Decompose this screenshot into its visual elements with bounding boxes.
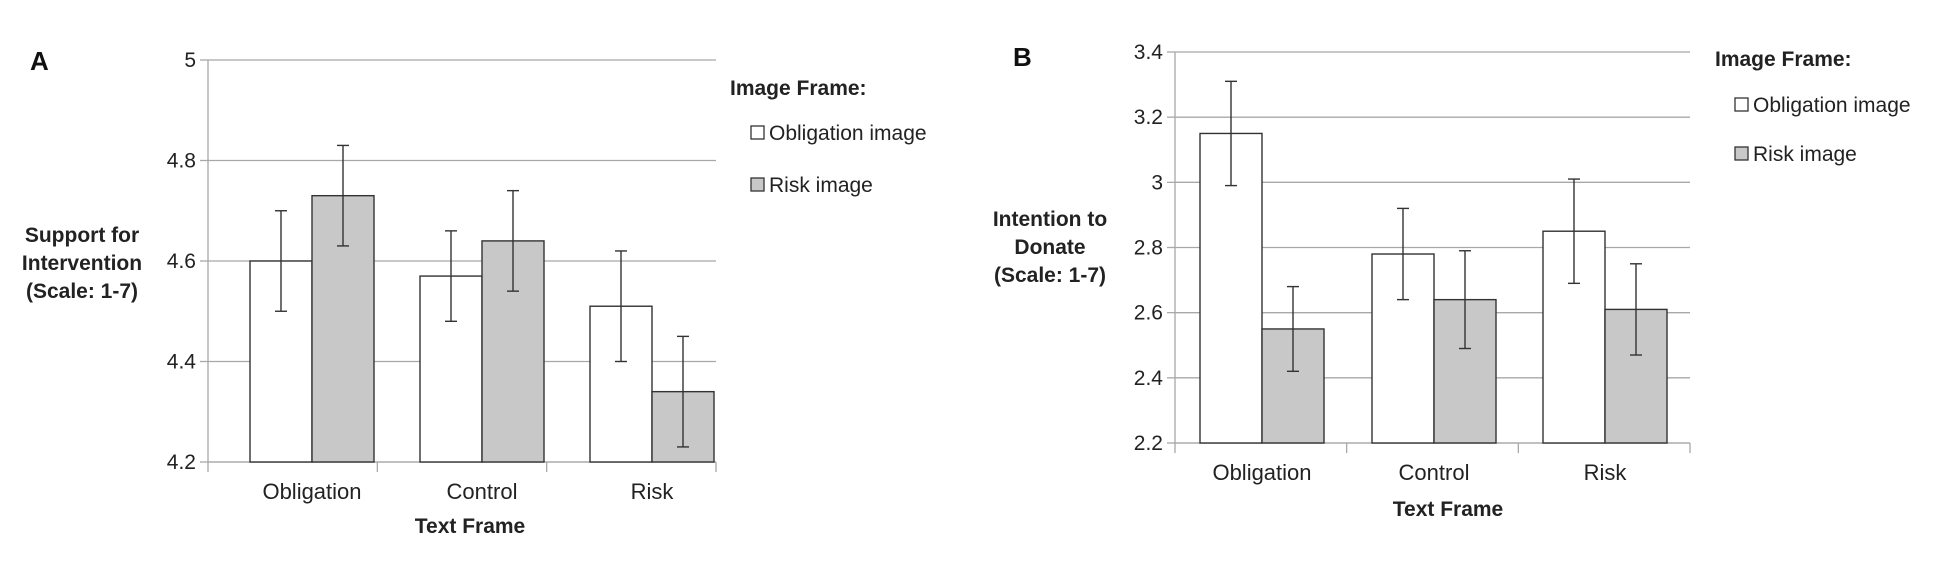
y-tick-label: 5	[184, 49, 196, 72]
x-tick-label-risk: Risk	[1584, 460, 1628, 485]
bar-obligation-obligation-image	[249, 260, 313, 463]
y-axis-title-line: Intervention	[22, 252, 142, 275]
legend: Image Frame: Obligation image Risk image	[730, 77, 927, 197]
y-tick-label: 2.6	[1134, 302, 1163, 325]
y-tick-label: 2.4	[1134, 367, 1164, 390]
y-axis-title-line: Donate	[1014, 236, 1085, 259]
x-axis-title: Text Frame	[1393, 498, 1504, 521]
legend-swatch	[1734, 146, 1749, 161]
legend-swatch	[1734, 97, 1749, 112]
legend-label-risk-image: Risk image	[1753, 143, 1857, 166]
x-tick-label-risk: Risk	[631, 479, 675, 504]
y-tick-label: 4.6	[167, 250, 196, 273]
y-tick-label: 3.4	[1134, 41, 1164, 64]
legend-swatch	[750, 177, 765, 192]
y-tick-label: 4.4	[167, 351, 197, 374]
y-axis-title-line: (Scale: 1-7)	[26, 280, 138, 303]
x-tick-label-control: Control	[447, 479, 518, 504]
x-tick-label-obligation: Obligation	[262, 479, 361, 504]
panel-letter: B	[1013, 42, 1032, 72]
legend-swatch	[750, 125, 765, 140]
legend-title: Image Frame:	[730, 77, 867, 100]
x-axis-title: Text Frame	[415, 515, 526, 538]
y-tick-label: 2.8	[1134, 237, 1163, 260]
legend-label-obligation-image: Obligation image	[1753, 94, 1911, 117]
y-axis-title-line: Support for	[25, 224, 139, 247]
panel-letter: A	[30, 46, 49, 76]
y-tick-label: 4.8	[167, 150, 196, 173]
y-tick-label: 2.2	[1134, 432, 1163, 455]
y-axis-title-line: (Scale: 1-7)	[994, 264, 1106, 287]
y-axis-title-line: Intention to	[993, 208, 1107, 231]
y-tick-label: 3.2	[1134, 106, 1163, 129]
chart-panel-a: A 4.2 4.4 4.6 4.8 5 Obligation Control Risk Text …	[22, 46, 927, 538]
legend-label-risk-image: Risk image	[769, 174, 873, 197]
legend-label-obligation-image: Obligation image	[769, 122, 927, 145]
y-tick-label: 4.2	[167, 451, 196, 474]
legend: Image Frame: Obligation image Risk image	[1715, 48, 1911, 166]
y-tick-label: 3	[1151, 171, 1163, 194]
legend-title: Image Frame:	[1715, 48, 1852, 71]
chart-panel-b: B 2.2 2.4 2.6 2.8 3 3.2 3.4 Obligation Control Ris…	[993, 41, 1911, 521]
x-tick-label-control: Control	[1399, 460, 1470, 485]
x-tick-label-obligation: Obligation	[1212, 460, 1311, 485]
